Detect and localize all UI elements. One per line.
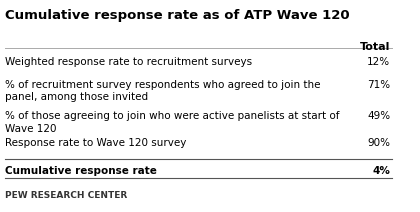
Text: Weighted response rate to recruitment surveys: Weighted response rate to recruitment su… (5, 57, 252, 67)
Text: 4%: 4% (373, 166, 390, 176)
Text: % of recruitment survey respondents who agreed to join the
panel, among those in: % of recruitment survey respondents who … (5, 80, 321, 102)
Text: 90%: 90% (368, 138, 390, 148)
Text: Cumulative response rate: Cumulative response rate (5, 166, 157, 176)
Text: 12%: 12% (367, 57, 390, 67)
Text: 71%: 71% (367, 80, 390, 90)
Text: % of those agreeing to join who were active panelists at start of
Wave 120: % of those agreeing to join who were act… (5, 111, 340, 134)
Text: PEW RESEARCH CENTER: PEW RESEARCH CENTER (5, 191, 128, 200)
Text: Cumulative response rate as of ATP Wave 120: Cumulative response rate as of ATP Wave … (5, 9, 350, 22)
Text: Response rate to Wave 120 survey: Response rate to Wave 120 survey (5, 138, 187, 148)
Text: 49%: 49% (367, 111, 390, 121)
Text: Total: Total (360, 42, 390, 52)
